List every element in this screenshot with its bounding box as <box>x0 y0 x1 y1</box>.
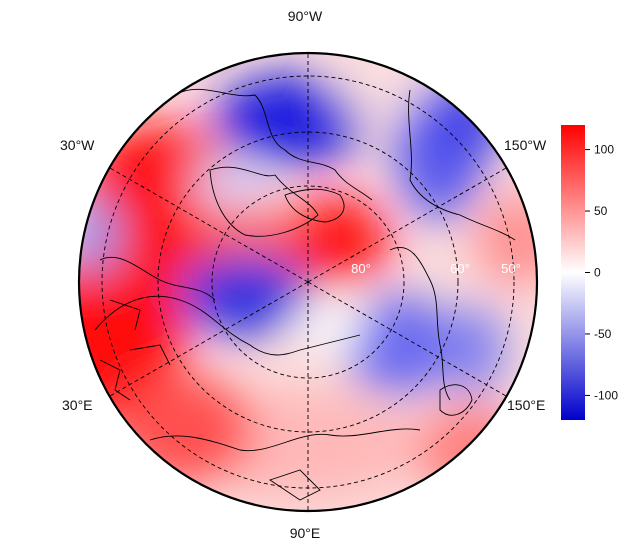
coast-archipelago <box>284 188 345 223</box>
coast-west-north-america <box>408 89 516 241</box>
anomaly-field <box>79 53 537 511</box>
graticule <box>101 53 515 511</box>
coast-tibet-region <box>268 469 321 501</box>
coast-scandinavia <box>99 256 216 301</box>
colorbar: 100 50 0 -50 -100 <box>561 125 618 420</box>
coastlines <box>94 88 516 501</box>
meridian-150w <box>307 167 507 283</box>
colorbar-ticks: 100 50 0 -50 -100 <box>585 143 618 402</box>
coast-eurasia-north <box>94 295 361 356</box>
lon-label-30e: 30°E <box>62 397 93 413</box>
lat-label-50: 50° <box>501 261 521 276</box>
colorbar-tick-label: -100 <box>594 388 618 402</box>
latitude-circle-60 <box>157 131 459 433</box>
lon-label-90w: 90°W <box>288 8 323 24</box>
meridian-150e <box>307 281 507 397</box>
meridian-30e <box>109 281 309 397</box>
latitude-circle-80 <box>211 185 405 379</box>
lat-label-60: 60° <box>450 261 470 276</box>
coast-alaska-siberia <box>389 246 451 401</box>
coast-central-asia <box>149 428 421 452</box>
colorbar-tick-label: 100 <box>594 143 614 157</box>
lon-label-90e: 90°E <box>290 525 321 541</box>
lat-label-80: 80° <box>351 261 371 276</box>
borders-europe <box>99 299 171 401</box>
meridian-30w <box>109 167 309 283</box>
lon-label-150e: 150°E <box>507 397 545 413</box>
coast-north-america <box>174 88 373 201</box>
colorbar-ramp <box>561 125 585 420</box>
colorbar-tick-label: 0 <box>594 266 601 280</box>
map-border <box>77 51 539 513</box>
lon-label-150w: 150°W <box>504 137 547 153</box>
colorbar-tick-label: -50 <box>594 327 612 341</box>
lon-label-30w: 30°W <box>60 137 95 153</box>
coast-kamchatka <box>439 384 473 416</box>
colorbar-tick-label: 50 <box>594 204 608 218</box>
coast-greenland-area <box>209 166 319 237</box>
